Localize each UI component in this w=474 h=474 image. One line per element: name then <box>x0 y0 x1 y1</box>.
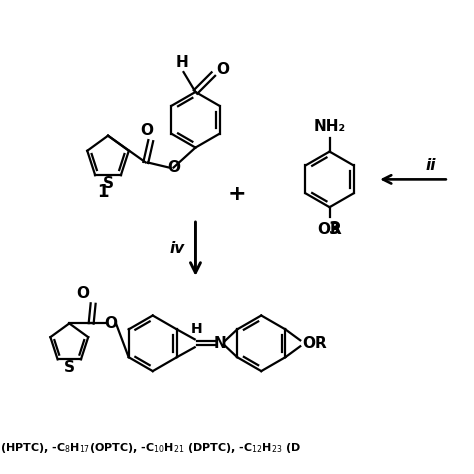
Text: N: N <box>213 336 226 351</box>
Text: iv: iv <box>170 241 185 256</box>
Text: O: O <box>167 160 180 175</box>
Text: +: + <box>228 184 246 204</box>
Text: ii: ii <box>426 158 436 173</box>
Text: NH₂: NH₂ <box>313 119 346 134</box>
Text: O: O <box>104 316 118 331</box>
Text: O: O <box>216 62 229 77</box>
Text: OR: OR <box>302 336 327 351</box>
Text: 3: 3 <box>328 220 340 238</box>
Text: S: S <box>102 176 114 191</box>
Text: H: H <box>175 55 188 70</box>
Text: (HPTC), -C$_8$H$_{17}$(OPTC), -C$_{10}$H$_{21}$ (DPTC), -C$_{12}$H$_{23}$ (D: (HPTC), -C$_8$H$_{17}$(OPTC), -C$_{10}$H… <box>0 441 301 455</box>
Text: 1: 1 <box>97 183 109 201</box>
Text: O: O <box>77 286 90 301</box>
Text: S: S <box>64 360 75 375</box>
Text: O: O <box>140 123 153 138</box>
Text: OR: OR <box>317 221 342 237</box>
Text: H: H <box>191 322 202 337</box>
